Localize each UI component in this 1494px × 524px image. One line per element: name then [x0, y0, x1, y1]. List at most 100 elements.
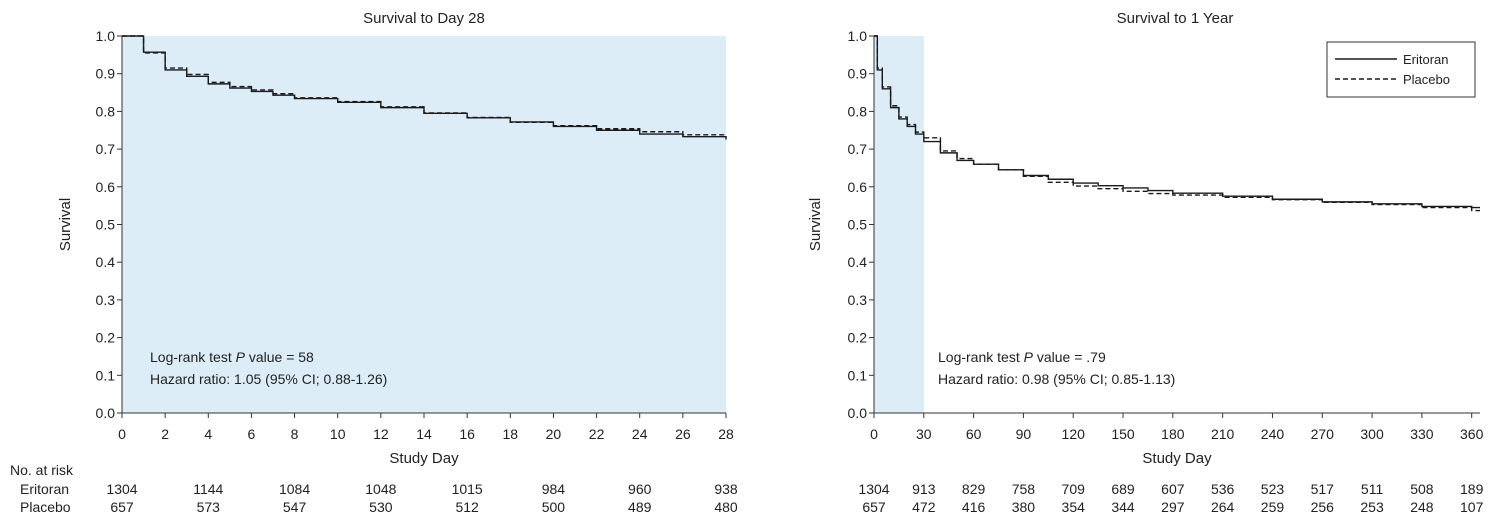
hazard-ratio-annotation: Hazard ratio: 1.05 (95% CI; 0.88-1.26) — [150, 371, 387, 387]
y-tick-label: 0.5 — [96, 217, 116, 233]
y-tick-label: 0.1 — [848, 367, 868, 383]
chart-title: Survival to Day 28 — [363, 10, 485, 27]
x-tick-label: 90 — [1016, 426, 1032, 442]
at-risk-value: 264 — [1211, 499, 1235, 515]
at-risk-value: 573 — [197, 499, 221, 515]
at-risk-value: 689 — [1111, 481, 1135, 497]
y-tick-label: 0.3 — [848, 292, 868, 308]
at-risk-header: No. at risk — [10, 462, 74, 478]
at-risk-value: 511 — [1361, 481, 1384, 497]
y-tick-label: 0.8 — [848, 103, 868, 119]
at-risk-value: 259 — [1261, 499, 1285, 515]
at-risk-row-label: Eritoran — [20, 481, 69, 497]
x-tick-label: 4 — [204, 426, 212, 442]
x-tick-label: 30 — [916, 426, 932, 442]
at-risk-value: 657 — [862, 499, 886, 515]
at-risk-value: 1048 — [365, 481, 396, 497]
at-risk-row-label: Placebo — [20, 499, 71, 515]
y-tick-label: 0.6 — [96, 179, 116, 195]
y-tick-label: 0.7 — [848, 141, 868, 157]
legend: Eritoran Placebo — [1326, 41, 1476, 98]
y-tick-label: 0.0 — [96, 405, 116, 421]
x-tick-label: 0 — [870, 426, 878, 442]
at-risk-value: 380 — [1012, 499, 1036, 515]
at-risk-value: 938 — [714, 481, 738, 497]
y-tick-label: 0.9 — [848, 66, 868, 82]
x-tick-label: 22 — [589, 426, 605, 442]
y-tick-label: 0.5 — [848, 217, 868, 233]
y-tick-label: 0.4 — [848, 254, 868, 270]
x-axis-label: Study Day — [1142, 450, 1212, 467]
x-tick-label: 10 — [330, 426, 346, 442]
at-risk-value: 517 — [1311, 481, 1335, 497]
legend-box — [1326, 41, 1476, 98]
at-risk-value: 607 — [1161, 481, 1185, 497]
at-risk-value: 107 — [1460, 499, 1484, 515]
at-risk-value: 472 — [912, 499, 936, 515]
x-tick-label: 0 — [118, 426, 126, 442]
at-risk-value: 416 — [962, 499, 986, 515]
x-tick-label: 60 — [966, 426, 982, 442]
at-risk-value: 253 — [1360, 499, 1384, 515]
x-tick-label: 240 — [1261, 426, 1285, 442]
x-tick-label: 8 — [291, 426, 299, 442]
y-tick-label: 0.1 — [96, 367, 116, 383]
at-risk-value: 960 — [628, 481, 652, 497]
at-risk-value: 1084 — [279, 481, 310, 497]
x-axis-label: Study Day — [389, 450, 459, 467]
x-tick-label: 330 — [1410, 426, 1434, 442]
at-risk-value: 256 — [1311, 499, 1335, 515]
x-tick-label: 24 — [632, 426, 648, 442]
at-risk-value: 1304 — [106, 481, 137, 497]
x-tick-label: 28 — [718, 426, 734, 442]
at-risk-value: 536 — [1211, 481, 1235, 497]
legend-label-placebo: Placebo — [1403, 72, 1450, 87]
x-tick-label: 18 — [502, 426, 518, 442]
chart-panel-1: Survival to Day 28 0.0 0.1 0.2 0.3 0.4 0.5 0.6 0… — [10, 10, 738, 515]
y-tick-label: 0.3 — [96, 292, 116, 308]
y-tick-label: 0.9 — [96, 66, 116, 82]
x-tick-label: 120 — [1062, 426, 1086, 442]
at-risk-value: 344 — [1111, 499, 1135, 515]
x-tick-label: 14 — [416, 426, 432, 442]
x-tick-label: 12 — [373, 426, 389, 442]
logrank-annotation: Log-rank test P value = 58 — [150, 349, 314, 365]
at-risk-value: 248 — [1410, 499, 1434, 515]
y-tick-label: 0.7 — [96, 141, 116, 157]
shaded-region — [122, 36, 726, 413]
at-risk-value: 512 — [455, 499, 479, 515]
at-risk-value: 297 — [1161, 499, 1185, 515]
at-risk-value: 354 — [1062, 499, 1086, 515]
x-tick-label: 20 — [546, 426, 562, 442]
x-tick-label: 150 — [1111, 426, 1135, 442]
at-risk-value: 523 — [1261, 481, 1285, 497]
y-axis-label: Survival — [57, 198, 74, 251]
at-risk-value: 508 — [1410, 481, 1434, 497]
y-axis-label: Survival — [807, 198, 824, 251]
at-risk-value: 547 — [283, 499, 307, 515]
at-risk-value: 709 — [1062, 481, 1086, 497]
x-tick-label: 180 — [1161, 426, 1185, 442]
at-risk-value: 1144 — [193, 481, 223, 497]
y-tick-label: 0.0 — [848, 405, 868, 421]
y-tick-label: 1.0 — [848, 28, 868, 44]
legend-label-eritoran: Eritoran — [1403, 52, 1449, 67]
at-risk-value: 189 — [1460, 481, 1484, 497]
logrank-annotation: Log-rank test P value = .79 — [938, 349, 1106, 365]
y-tick-label: 0.6 — [848, 179, 868, 195]
x-tick-label: 210 — [1211, 426, 1235, 442]
at-risk-value: 829 — [962, 481, 986, 497]
shaded-region — [874, 36, 924, 413]
chart-panel-2: Survival to 1 Year 0.0 0.1 0.2 0.3 0.4 0.5 0.6 0… — [807, 10, 1484, 515]
at-risk-value: 758 — [1012, 481, 1036, 497]
y-tick-label: 1.0 — [96, 28, 116, 44]
at-risk-value: 1304 — [858, 481, 889, 497]
at-risk-value: 480 — [714, 499, 738, 515]
at-risk-value: 489 — [628, 499, 652, 515]
at-risk-value: 500 — [542, 499, 566, 515]
at-risk-value: 530 — [369, 499, 393, 515]
y-tick-label: 0.8 — [96, 103, 116, 119]
at-risk-value: 984 — [542, 481, 566, 497]
